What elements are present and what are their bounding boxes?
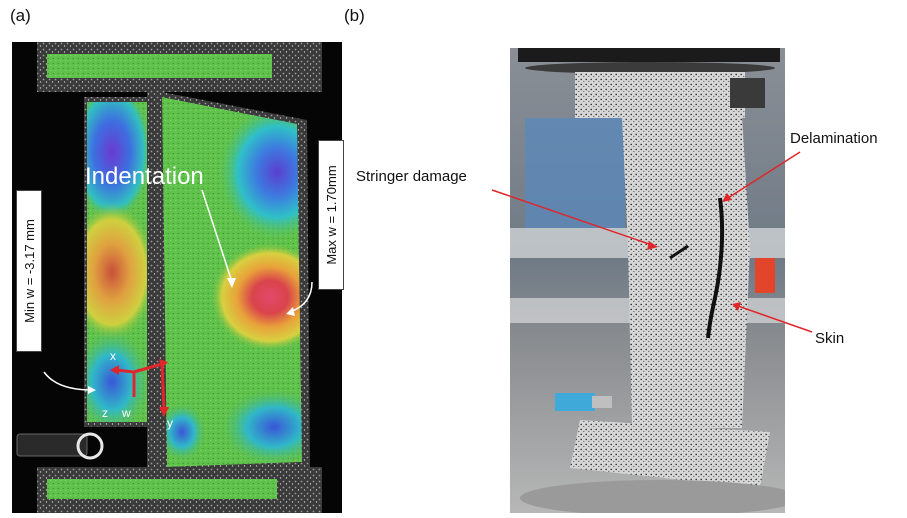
delamination-callout: Delamination [790,130,878,147]
coordinate-axes [110,359,169,417]
dic-field-svg: x y z w Indentation [12,42,342,513]
panel-a-label: (a) [10,6,31,25]
stringer [147,82,165,472]
delamination-crack [706,197,725,339]
top-block [575,72,745,118]
axis-y-label: y [167,416,173,430]
specimen-photo-svg [510,48,800,516]
stringer-damage-callout: Stringer damage [356,168,467,185]
axis-z-label: z [102,406,108,420]
specimen-body [622,116,750,428]
indentation-label: Indentation [85,163,204,190]
specimen-photo [510,48,800,516]
max-displacement-text: Max w = 1.70mm [323,165,339,265]
dic-displacement-image: x y z w Indentation Min w = -3.17 mm Max… [12,42,344,513]
panel-b-label: (b) [344,6,365,25]
min-displacement-text: Min w = -3.17 mm [21,219,37,323]
axis-w-label: w [121,406,131,420]
fixture-device [16,433,88,457]
min-displacement-label: Min w = -3.17 mm [16,190,42,352]
bottom-block [570,420,770,488]
max-displacement-label: Max w = 1.70mm [318,140,344,290]
axis-x-label: x [110,349,116,363]
skin-callout: Skin [815,330,845,347]
